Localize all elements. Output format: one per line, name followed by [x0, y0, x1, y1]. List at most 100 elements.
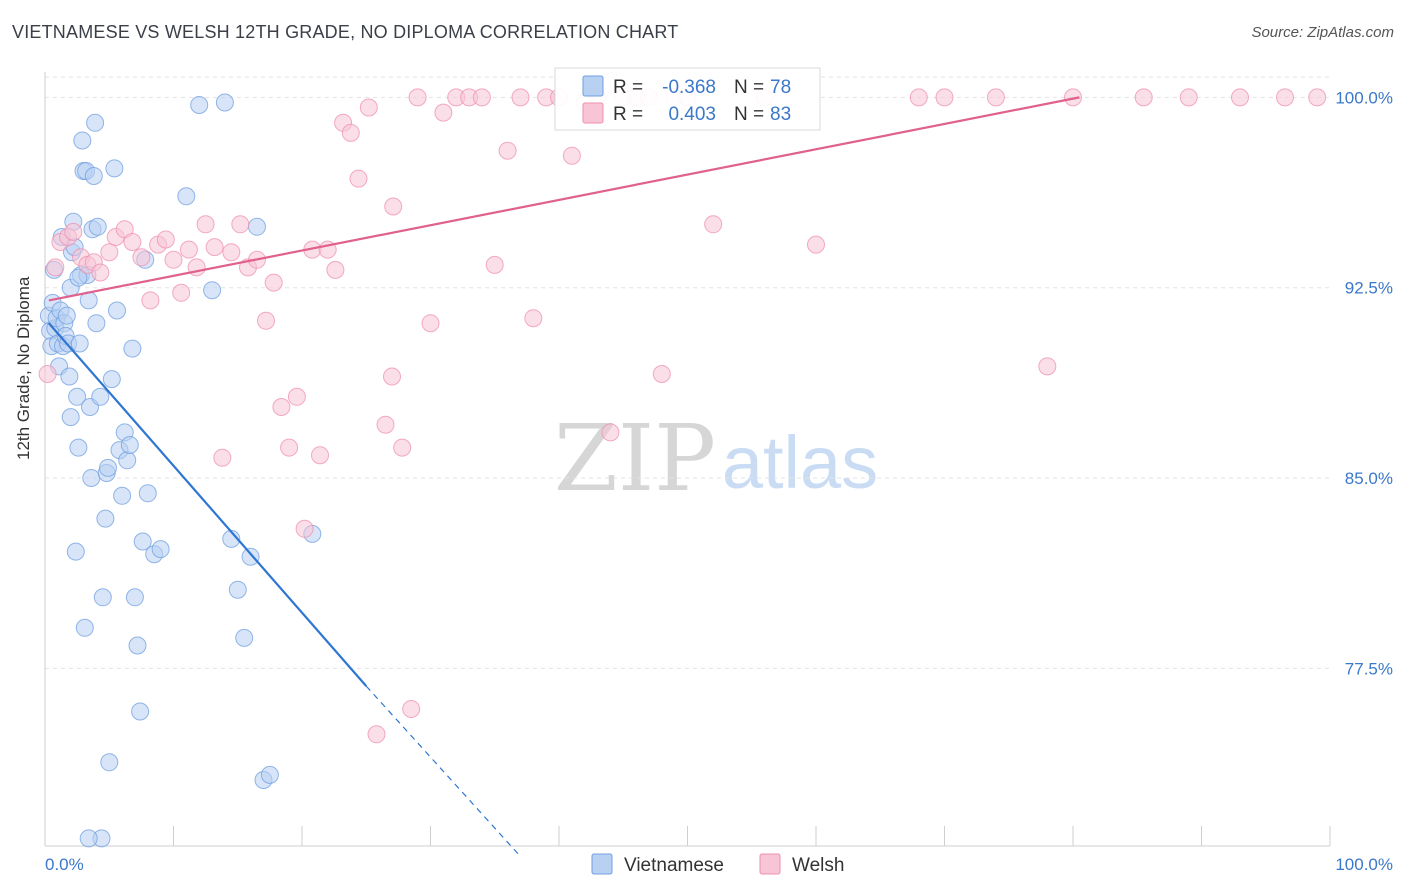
vietnamese-point	[96, 509, 115, 528]
welsh-point	[485, 255, 504, 274]
vietnamese-point	[73, 131, 92, 150]
vietnamese-point	[69, 268, 88, 287]
welsh-point	[421, 314, 440, 333]
vietnamese-point	[86, 113, 105, 132]
y-tick-label: 77.5%	[1345, 659, 1393, 678]
y-tick-label: 92.5%	[1345, 279, 1393, 298]
welsh-point	[1064, 88, 1082, 107]
stats-n-value: 83	[770, 104, 791, 125]
welsh-point	[384, 197, 403, 216]
welsh-point	[434, 103, 453, 122]
stats-r-value: -0.368	[662, 77, 716, 98]
stats-legend: R = -0.368 N = 78 R = 0.403 N = 83	[554, 67, 821, 131]
vietnamese-point	[260, 765, 279, 784]
watermark-zip: ZIP	[554, 405, 716, 512]
welsh-point	[408, 88, 427, 107]
welsh-point	[64, 222, 83, 241]
welsh-point	[287, 387, 306, 406]
welsh-point	[179, 240, 198, 259]
welsh-point	[1231, 88, 1249, 107]
vietnamese-point	[120, 436, 139, 454]
source-credit: Source: ZipAtlas.com	[1251, 24, 1394, 41]
welsh-point	[652, 365, 671, 383]
chart-title: VIETNAMESE VS WELSH 12TH GRADE, NO DIPLO…	[12, 22, 679, 42]
vietnamese-point	[138, 484, 157, 503]
legend-swatch	[591, 853, 613, 875]
watermark-atlas: atlas	[722, 421, 878, 504]
vietnamese-point	[131, 702, 150, 721]
welsh-point	[472, 88, 491, 107]
stats-swatch	[582, 102, 604, 124]
vietnamese-point	[128, 636, 147, 655]
welsh-point	[295, 519, 314, 538]
vietnamese-point	[91, 387, 110, 406]
stats-r-label: R =	[613, 77, 643, 98]
vietnamese-point	[248, 217, 266, 236]
y-tick-label: 100.0%	[1335, 88, 1393, 107]
vietnamese-point	[102, 370, 121, 389]
vietnamese-point	[87, 314, 106, 333]
vietnamese-point	[113, 486, 132, 505]
welsh-point	[359, 98, 378, 117]
stats-r-value: 0.403	[668, 104, 716, 125]
welsh-point	[393, 438, 412, 457]
y-tick-label: 85.0%	[1345, 469, 1393, 488]
welsh-point	[341, 123, 360, 142]
vietnamese-point	[177, 187, 196, 206]
vietnamese-point	[66, 542, 85, 561]
welsh-point	[123, 233, 142, 251]
welsh-point	[376, 415, 395, 434]
welsh-trend-line	[48, 96, 1080, 302]
welsh-point	[91, 263, 110, 282]
vietnamese-trend-extension	[365, 685, 519, 855]
x-tick-label: 100.0%	[1335, 855, 1393, 874]
welsh-point	[1276, 88, 1294, 107]
vietnamese-point	[190, 96, 209, 114]
welsh-point	[257, 311, 275, 330]
welsh-point	[349, 169, 368, 188]
vietnamese-point	[70, 334, 89, 353]
vietnamese-point	[99, 458, 117, 477]
welsh-point	[704, 215, 723, 234]
vietnamese-point	[68, 387, 87, 406]
vietnamese-point	[118, 451, 137, 470]
welsh-point	[205, 238, 224, 257]
welsh-point	[511, 88, 530, 107]
welsh-point	[222, 243, 241, 262]
vietnamese-point	[100, 753, 119, 772]
welsh-point	[311, 446, 329, 465]
vietnamese-point	[203, 281, 222, 300]
welsh-point	[280, 438, 299, 457]
vietnamese-point	[93, 588, 112, 607]
vietnamese-trend-line	[48, 322, 368, 687]
stats-r-label: R =	[613, 104, 643, 125]
welsh-point	[498, 141, 517, 160]
welsh-point	[46, 258, 65, 277]
welsh-point	[383, 367, 401, 386]
welsh-point	[909, 88, 928, 107]
vietnamese-point	[228, 580, 247, 599]
welsh-point	[213, 448, 232, 467]
welsh-point	[1308, 88, 1327, 107]
welsh-point	[272, 398, 291, 416]
welsh-point	[164, 250, 183, 269]
welsh-point	[172, 283, 191, 302]
vietnamese-point	[105, 159, 124, 178]
vietnamese-point	[79, 829, 98, 848]
welsh-point	[1038, 357, 1057, 376]
welsh-point	[156, 230, 175, 249]
welsh-point	[601, 423, 620, 442]
stats-n-label: N =	[734, 104, 764, 125]
series-legend: Vietnamese Welsh	[591, 853, 844, 876]
vietnamese-point	[88, 217, 107, 236]
welsh-point	[326, 260, 345, 279]
welsh-point	[935, 88, 954, 107]
legend-label: Welsh	[792, 855, 844, 876]
welsh-point	[264, 273, 283, 292]
welsh-point	[141, 291, 160, 310]
welsh-point	[1179, 88, 1198, 107]
welsh-point	[1134, 88, 1153, 107]
welsh-point	[807, 235, 825, 254]
vietnamese-point	[133, 532, 152, 551]
